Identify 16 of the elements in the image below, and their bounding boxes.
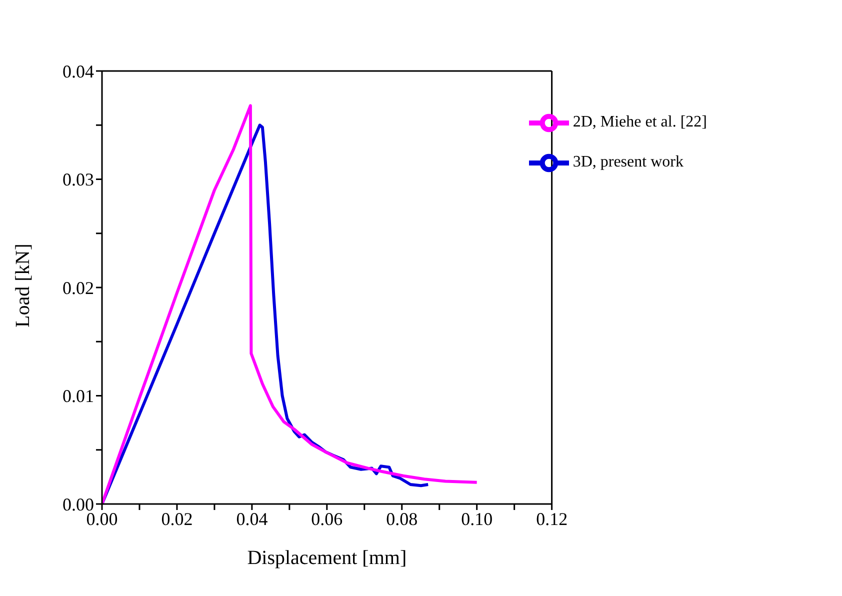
x-tick-label: 0.08 [386, 508, 418, 529]
x-tick-label: 0.12 [536, 508, 568, 529]
y-tick-label: 0.04 [62, 61, 94, 82]
legend-label: 2D, Miehe et al. [22] [572, 114, 707, 131]
x-tick-label: 0.02 [161, 508, 193, 529]
line-series [102, 104, 478, 504]
y-axis-title: Load [kN] [12, 244, 34, 328]
y-tick-label: 0.00 [62, 494, 94, 514]
y-tick-label: 0.03 [62, 170, 94, 190]
y-tick-label: 0.01 [62, 386, 94, 406]
x-tick-label: 0.04 [236, 508, 268, 529]
x-tick-label: 0.10 [461, 508, 493, 529]
legend-label: 3D, present work [572, 154, 684, 171]
y-tick-label: 0.02 [62, 278, 94, 298]
x-axis-title: Displacement [mm] [247, 547, 407, 569]
x-tick-label: 0.06 [311, 508, 343, 529]
